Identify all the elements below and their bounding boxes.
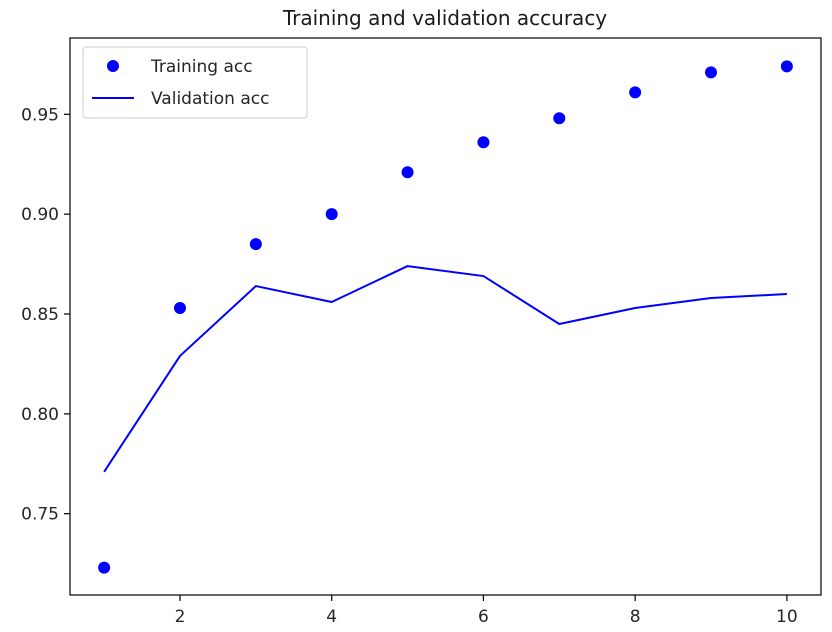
legend-label-validation: Validation acc — [151, 89, 269, 109]
axes-frame — [69, 37, 822, 596]
y-tick-label: 0.75 — [21, 505, 59, 525]
training-acc-point — [477, 136, 490, 149]
x-tick-label: 4 — [326, 607, 337, 627]
x-tick-label: 8 — [630, 607, 641, 627]
training-acc-point — [705, 66, 718, 79]
y-tick-label: 0.85 — [21, 305, 59, 325]
x-axis: 2 4 6 8 10 — [175, 595, 798, 627]
y-tick-label: 0.95 — [21, 105, 59, 125]
x-tick-label: 2 — [175, 607, 186, 627]
legend-marker-training — [107, 60, 119, 72]
legend: Training acc Validation acc — [82, 46, 308, 119]
legend-label-training: Training acc — [150, 57, 253, 77]
training-acc-point — [98, 561, 111, 574]
training-acc-point — [249, 238, 262, 251]
x-tick-label: 6 — [478, 607, 489, 627]
training-acc-point — [629, 86, 642, 99]
training-acc-point — [553, 112, 566, 125]
training-acc-point — [173, 302, 186, 315]
chart-title: Training and validation accuracy — [282, 6, 607, 30]
y-tick-label: 0.80 — [21, 405, 59, 425]
validation-acc-line — [103, 265, 787, 473]
series-layer — [98, 60, 793, 574]
training-acc-point — [325, 208, 338, 221]
y-axis: 0.75 0.80 0.85 0.90 0.95 — [21, 105, 70, 525]
training-acc-point — [401, 166, 414, 179]
x-tick-label: 10 — [776, 607, 798, 627]
y-tick-label: 0.90 — [21, 205, 59, 225]
plot-area: 2 4 6 8 10 0.75 0.80 0.85 0.90 0.95 — [21, 37, 822, 627]
legend-box — [82, 46, 308, 119]
training-acc-point — [780, 60, 793, 73]
